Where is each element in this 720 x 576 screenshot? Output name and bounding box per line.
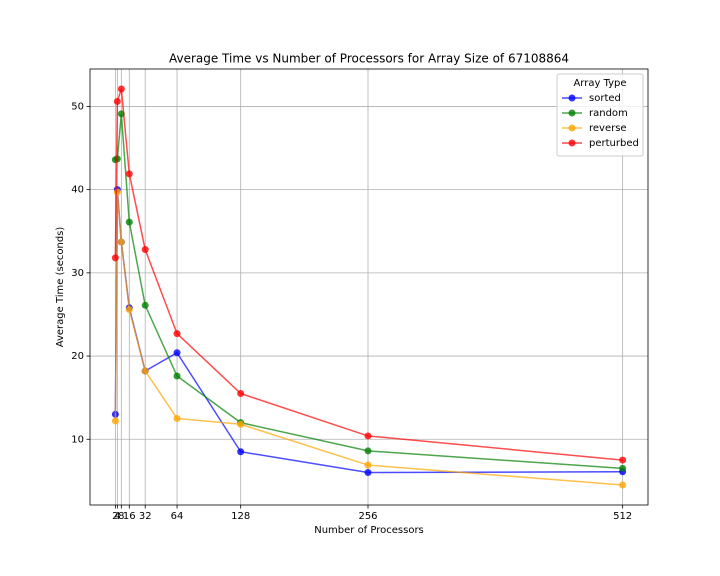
point [111,254,119,262]
y-tick-label: 40 [71,185,84,196]
y-tick-label: 30 [71,268,84,279]
x-tick-label: 32 [139,511,152,522]
legend-label: reverse [589,123,627,134]
point [364,447,372,455]
point [141,301,149,309]
point [237,448,245,456]
y-axis-label: Average Time (seconds) [55,227,66,348]
x-tick-label: 512 [613,511,632,522]
x-tick-label: 4 [114,511,120,522]
legend-marker [568,94,576,102]
legend-marker [568,109,576,117]
point [619,481,627,489]
y-tick-label: 10 [71,434,84,445]
x-axis-label: Number of Processors [314,525,424,536]
x-tick-label: 8 [118,511,124,522]
point [141,246,149,254]
chart-title: Average Time vs Number of Processors for… [169,52,569,66]
point [173,372,181,380]
y-tick-label: 50 [71,101,84,112]
point [113,97,121,105]
point [364,432,372,440]
point [125,170,133,178]
x-tick-label: 2 [112,511,118,522]
point [117,85,125,93]
legend-title: Array Type [573,78,626,89]
point [173,414,181,422]
legend-label: sorted [589,93,621,104]
point [125,218,133,226]
point [111,417,119,425]
x-tick-label: 128 [231,511,250,522]
x-tick-label: 16 [123,511,136,522]
point [619,464,627,472]
point [173,349,181,357]
point [237,390,245,398]
legend-marker [568,139,576,147]
y-tick-label: 20 [71,351,84,362]
legend-label: perturbed [589,138,639,149]
x-tick-label: 64 [171,511,184,522]
point [237,420,245,428]
x-tick-label: 256 [358,511,377,522]
point [619,456,627,464]
point [125,305,133,313]
point [173,330,181,338]
legend: Array Type sorted random reverse perturbed [556,73,644,157]
legend-marker [568,124,576,132]
point [141,367,149,375]
point [113,188,121,196]
legend-label: random [589,108,628,119]
point [364,469,372,477]
point [117,238,125,246]
point [364,461,372,469]
plot-frame [89,68,649,506]
legend-box [556,73,644,157]
